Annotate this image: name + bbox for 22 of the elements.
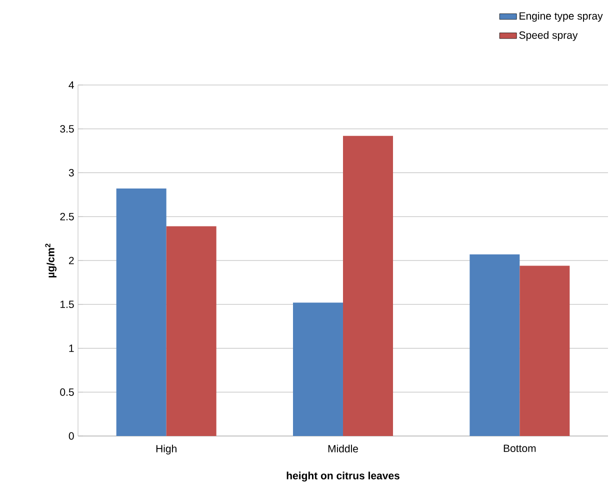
y-tick-label: 0 bbox=[68, 432, 74, 440]
bar bbox=[166, 226, 216, 436]
bar bbox=[520, 266, 570, 436]
y-tick-label: 2 bbox=[68, 256, 74, 264]
y-tick-label: 2.5 bbox=[60, 212, 74, 220]
y-tick-label: 3 bbox=[68, 169, 74, 176]
y-tick-label: 1.5 bbox=[60, 300, 74, 308]
x-tick-label: Middle bbox=[328, 444, 358, 452]
legend-label: Engine type spray bbox=[520, 12, 603, 22]
bar bbox=[116, 188, 166, 436]
y-tick-label: 4 bbox=[68, 81, 74, 89]
bar bbox=[343, 136, 394, 436]
y-tick-label: 1 bbox=[69, 344, 74, 352]
y-tick-label: 0.5 bbox=[60, 388, 74, 396]
bar bbox=[470, 254, 520, 436]
x-axis-title: height on citrus leaves bbox=[286, 472, 400, 482]
y-axis-title: µg/cm$^{2}$ bbox=[45, 244, 56, 278]
legend-label: Speed spray bbox=[519, 31, 578, 41]
bar bbox=[293, 302, 344, 436]
x-tick-label: High bbox=[156, 444, 176, 454]
y-tick-label: 3.5 bbox=[60, 125, 74, 133]
x-tick-label: Bottom bbox=[504, 444, 536, 452]
